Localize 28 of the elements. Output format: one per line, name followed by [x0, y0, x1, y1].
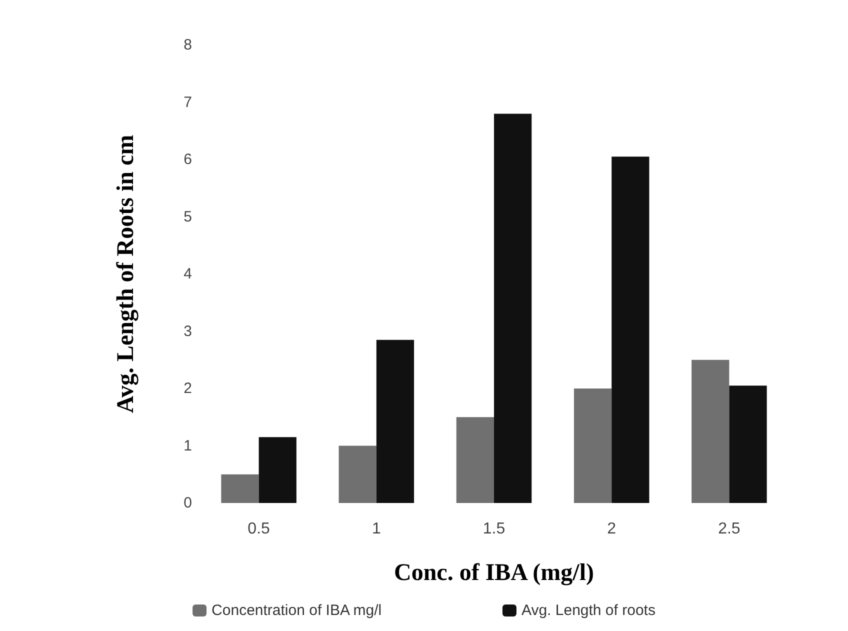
x-tick-label: 1.5 — [482, 520, 506, 538]
bar — [494, 114, 532, 503]
y-axis-title: Avg. Length of Roots in cm — [113, 134, 139, 414]
bar — [376, 340, 414, 503]
bar — [221, 474, 259, 503]
y-tick-label: 4 — [184, 266, 192, 282]
bar — [338, 446, 376, 503]
y-tick-label: 2 — [184, 380, 192, 397]
legend-label: Concentration of IBA mg/l — [212, 602, 382, 619]
y-tick-label: 8 — [184, 36, 192, 54]
x-tick-label: 0.5 — [248, 520, 270, 538]
bar — [258, 437, 296, 503]
x-tick-label: 2.5 — [718, 520, 740, 538]
legend-label: Avg. Length of roots — [521, 602, 656, 619]
bar — [729, 386, 767, 503]
x-tick-label: 2 — [607, 520, 616, 538]
y-tick-label: 5 — [184, 208, 192, 226]
y-tick-label: 6 — [184, 151, 192, 168]
bar — [612, 156, 650, 503]
bar — [574, 388, 612, 503]
y-tick-label: 3 — [184, 322, 192, 340]
bar — [692, 360, 730, 503]
x-axis-title: Conc. of IBA (mg/l) — [394, 560, 594, 586]
bar — [456, 417, 494, 503]
y-tick-label: 7 — [184, 94, 192, 111]
y-tick-label: 0 — [184, 494, 192, 512]
y-tick-label: 1 — [184, 437, 192, 454]
x-tick-label: 1 — [372, 520, 381, 538]
